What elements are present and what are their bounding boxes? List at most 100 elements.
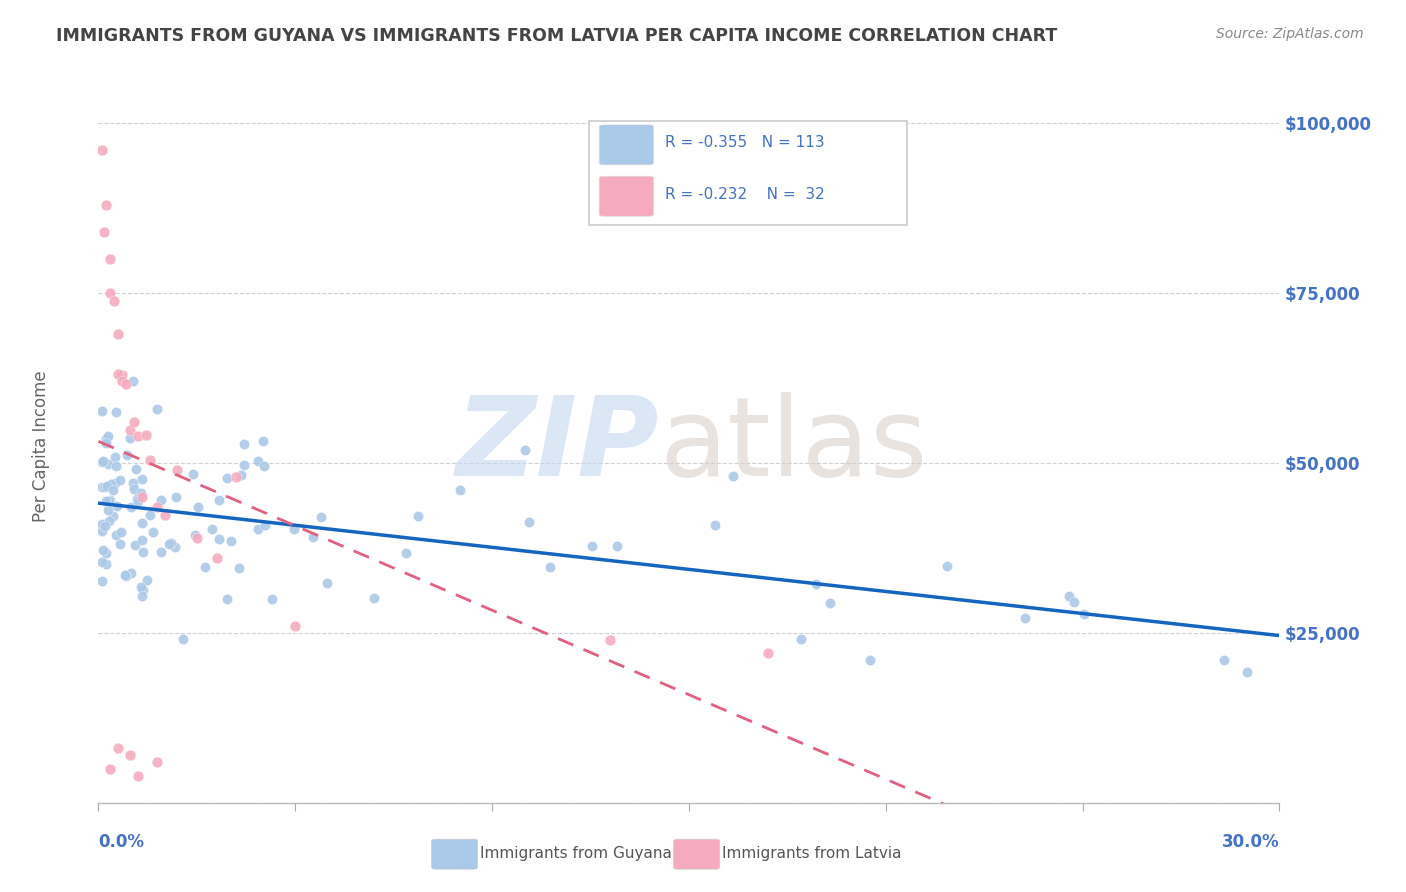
Point [1236, 665, 1258, 680]
Point [252, 434, 274, 448]
Point [114, 568, 136, 582]
Point [150, 544, 173, 558]
Point [103, 508, 125, 523]
Point [118, 748, 141, 763]
Point [183, 467, 205, 482]
Point [201, 522, 224, 536]
Text: Source: ZipAtlas.com: Source: ZipAtlas.com [1216, 27, 1364, 41]
Text: ZIP: ZIP [456, 392, 659, 500]
Text: Immigrants from Latvia: Immigrants from Latvia [723, 846, 901, 861]
Point [96, 198, 118, 212]
Point [859, 653, 882, 667]
Point [103, 294, 125, 309]
Point [395, 546, 418, 560]
Point [111, 374, 134, 388]
Point [142, 524, 165, 539]
Point [219, 533, 242, 548]
Point [115, 376, 138, 391]
Point [1057, 590, 1080, 604]
Point [205, 550, 228, 565]
Y-axis label: Per Capita Income: Per Capita Income [32, 370, 49, 522]
Point [228, 561, 250, 575]
Point [232, 437, 254, 451]
Point [253, 518, 276, 533]
Point [225, 469, 247, 483]
Point [172, 632, 194, 646]
Point [132, 544, 155, 558]
Point [363, 591, 385, 606]
Point [110, 524, 132, 539]
Point [108, 537, 131, 551]
Point [98, 286, 121, 301]
Point [97, 457, 120, 471]
Point [127, 494, 149, 508]
Point [165, 540, 187, 554]
Point [756, 646, 779, 660]
Point [166, 463, 188, 477]
Point [94, 432, 117, 446]
Point [519, 515, 541, 529]
Point [107, 367, 129, 381]
Point [104, 450, 127, 464]
Point [96, 493, 118, 508]
Point [105, 499, 128, 513]
FancyBboxPatch shape [673, 839, 720, 869]
Point [194, 560, 217, 574]
Point [96, 436, 118, 450]
Point [91, 524, 114, 538]
Point [91, 542, 114, 557]
FancyBboxPatch shape [432, 839, 478, 869]
Point [131, 581, 153, 595]
Point [187, 500, 209, 514]
Point [131, 582, 153, 597]
Point [246, 454, 269, 468]
Point [97, 514, 120, 528]
Point [98, 252, 121, 266]
Point [233, 458, 256, 472]
Point [538, 560, 561, 574]
Point [122, 476, 145, 491]
Point [135, 573, 157, 587]
Point [91, 404, 114, 418]
Point [97, 502, 120, 516]
Point [105, 405, 128, 419]
Point [246, 522, 269, 536]
Point [217, 471, 239, 485]
Point [93, 225, 115, 239]
FancyBboxPatch shape [599, 125, 654, 165]
Point [91, 454, 114, 468]
Point [146, 500, 169, 515]
Point [97, 429, 120, 443]
Point [131, 516, 153, 530]
Point [804, 576, 827, 591]
Point [935, 558, 957, 573]
Point [107, 326, 129, 341]
Point [118, 432, 141, 446]
Point [513, 442, 536, 457]
Point [789, 632, 811, 646]
Point [1063, 595, 1085, 609]
Point [160, 536, 183, 550]
Point [145, 401, 167, 416]
Point [215, 592, 238, 607]
Point [166, 490, 188, 504]
Point [820, 596, 842, 610]
Point [1213, 653, 1236, 667]
Text: 0.0%: 0.0% [98, 833, 145, 851]
Point [120, 500, 142, 514]
Point [98, 493, 121, 508]
Point [98, 762, 121, 776]
Point [406, 508, 429, 523]
Point [316, 575, 339, 590]
Point [129, 485, 152, 500]
Point [284, 619, 307, 633]
Point [100, 477, 122, 491]
Point [118, 423, 141, 437]
Point [1073, 607, 1095, 622]
Point [96, 479, 118, 493]
Point [107, 741, 129, 756]
Point [138, 453, 160, 467]
Point [110, 473, 132, 487]
Point [183, 528, 205, 542]
Point [1014, 611, 1036, 625]
